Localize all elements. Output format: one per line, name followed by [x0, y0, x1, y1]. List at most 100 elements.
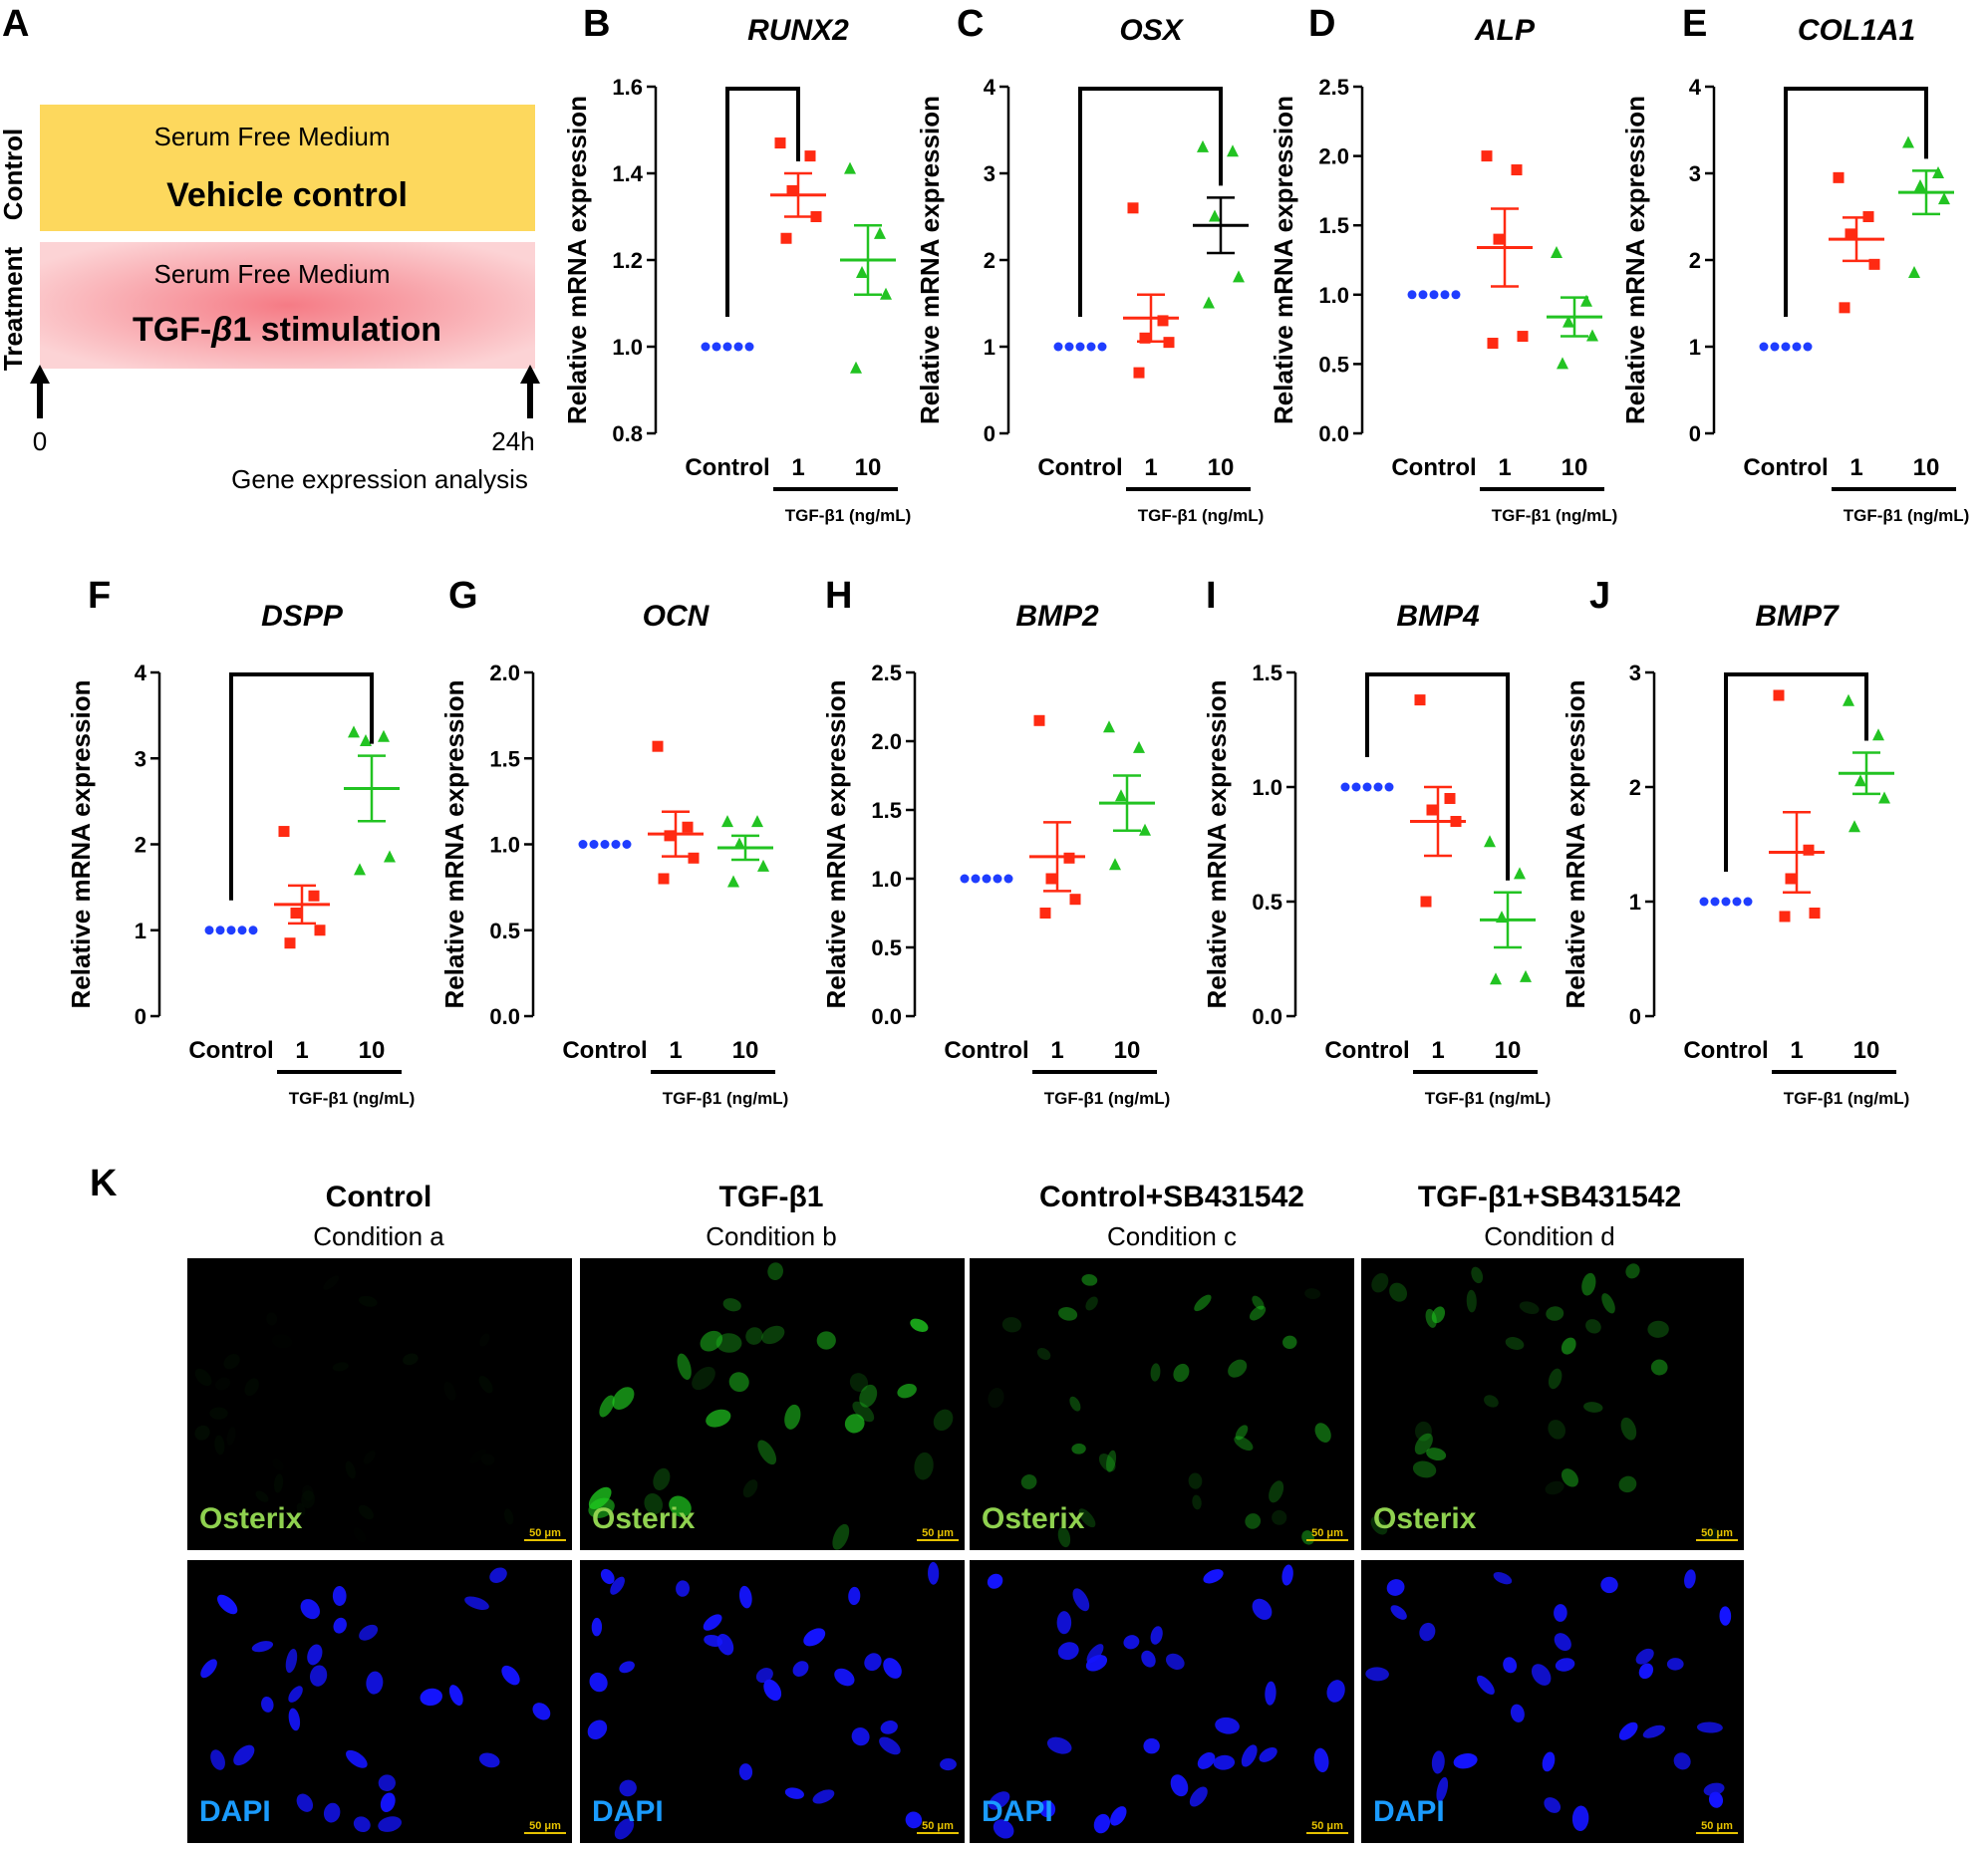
y-tick-label: 1.2	[612, 248, 643, 273]
data-point-10ng	[1848, 820, 1860, 833]
dapi-nucleus	[448, 1685, 463, 1707]
dapi-nucleus	[1503, 1657, 1518, 1674]
osterix-cell	[1020, 1474, 1037, 1489]
osterix-cell	[1620, 1417, 1637, 1441]
control-box	[40, 105, 535, 231]
dapi-nucleus	[987, 1573, 1003, 1589]
data-point-10ng	[1139, 823, 1151, 836]
treatment-label: TGF-β1 (ng/mL)	[289, 1089, 416, 1108]
treatment-label: TGF-β1 (ng/mL)	[1784, 1089, 1910, 1108]
y-tick-label: 0.0	[1252, 1004, 1282, 1029]
data-point-control	[1451, 290, 1461, 300]
scale-bar-label: 50 μm	[1701, 1527, 1733, 1539]
data-point-10ng	[850, 361, 862, 374]
osterix-cell	[1081, 1274, 1098, 1286]
osterix-cell	[1194, 1294, 1212, 1312]
dapi-nucleus	[587, 1720, 608, 1740]
y-tick-label: 0.0	[489, 1004, 520, 1029]
dapi-nucleus	[1673, 1752, 1691, 1770]
data-point-control	[1362, 782, 1372, 792]
osterix-cell	[1625, 1263, 1640, 1279]
osterix-cell	[832, 1523, 850, 1550]
data-point-1ng	[1487, 338, 1499, 350]
data-point-1ng	[1426, 804, 1438, 816]
data-point-1ng	[1139, 332, 1151, 344]
data-point-10ng	[1932, 166, 1944, 178]
significance-bracket	[1784, 87, 1928, 317]
dapi-nucleus	[803, 1628, 826, 1647]
data-point-10ng	[378, 729, 390, 742]
chart-title: BMP4	[1396, 600, 1480, 633]
data-point-10ng	[1557, 357, 1568, 370]
dapi-nucleus	[1390, 1605, 1407, 1620]
osterix-cell	[1252, 1295, 1265, 1310]
osterix-cell	[1192, 1494, 1202, 1510]
dapi-nucleus	[1436, 1776, 1449, 1802]
data-point-1ng	[1444, 793, 1456, 804]
osterix-cell	[728, 1372, 749, 1393]
osterix-cell	[859, 1384, 878, 1408]
x-category-label: Control	[1683, 1037, 1768, 1064]
panel-a-label: A	[2, 3, 29, 45]
x-category-label: Control	[944, 1037, 1028, 1064]
data-point-10ng	[856, 266, 868, 279]
dapi-nucleus	[989, 1791, 1010, 1810]
dapi-nucleus	[610, 1576, 625, 1595]
dapi-nucleus	[233, 1744, 255, 1766]
data-point-10ng	[1908, 266, 1920, 279]
panel-a: A Control Treatment Serum Free Medium Ve…	[0, 3, 540, 494]
dapi-nucleus	[288, 1708, 301, 1731]
x-category-label: 10	[1562, 454, 1588, 481]
osterix-cell	[1071, 1443, 1086, 1455]
condition-b-title: TGF-β1	[719, 1181, 824, 1213]
y-tick-label: 0	[1689, 421, 1701, 446]
osterix-cell	[214, 1435, 225, 1455]
osterix-cell	[358, 1295, 378, 1307]
panel-label: C	[957, 3, 984, 45]
y-tick-label: 1.0	[1318, 283, 1349, 308]
dapi-label: DAPI	[1373, 1795, 1445, 1828]
dapi-nucleus	[1510, 1704, 1525, 1722]
control-box-main: Vehicle control	[166, 176, 408, 214]
data-point-1ng	[284, 937, 296, 949]
osterix-cell	[692, 1366, 715, 1391]
data-point-10ng	[1203, 296, 1215, 309]
data-point-10ng	[1133, 740, 1145, 753]
dapi-nucleus	[1110, 1806, 1127, 1826]
y-tick-label: 0	[984, 421, 995, 446]
data-point-control	[1418, 290, 1428, 300]
x-category-label: 10	[855, 454, 882, 481]
data-point-1ng	[780, 232, 792, 244]
control-box-medium: Serum Free Medium	[154, 122, 391, 151]
scale-bar-label: 50 μm	[529, 1527, 561, 1539]
end-arrow-head	[520, 365, 540, 384]
data-point-control	[226, 926, 236, 935]
osterix-cell	[1036, 1348, 1051, 1361]
image-background	[187, 1560, 572, 1843]
osterix-cell	[1647, 1320, 1669, 1338]
dapi-nucleus	[928, 1561, 940, 1585]
dapi-nucleus	[703, 1614, 722, 1631]
y-tick-label: 1.5	[1318, 213, 1349, 238]
data-point-control	[971, 874, 981, 884]
data-point-1ng	[1517, 331, 1529, 343]
osterix-cell	[194, 1368, 212, 1387]
dapi-nucleus	[1419, 1622, 1436, 1642]
treatment-label: TGF-β1 (ng/mL)	[1492, 506, 1618, 525]
osterix-cell	[1548, 1420, 1566, 1440]
data-point-control	[204, 926, 214, 935]
data-point-1ng	[1845, 228, 1856, 240]
dapi-nucleus	[1365, 1667, 1389, 1682]
osterix-cell	[910, 1318, 929, 1332]
dapi-nucleus	[1265, 1681, 1277, 1706]
data-point-1ng	[786, 184, 798, 196]
y-axis-label: Relative mRNA expression	[562, 96, 592, 424]
osterix-cell	[852, 1401, 875, 1423]
dapi-nucleus	[1189, 1786, 1208, 1807]
osterix-cell	[844, 1414, 865, 1434]
chart-j: J BMP7 Relative mRNA expression 0 1 2 3 Control…	[1561, 575, 1909, 1108]
x-category-label: 1	[1431, 1037, 1444, 1064]
osterix-cell	[1173, 1363, 1190, 1383]
dapi-nucleus	[216, 1594, 238, 1615]
x-category-label: 10	[359, 1037, 386, 1064]
